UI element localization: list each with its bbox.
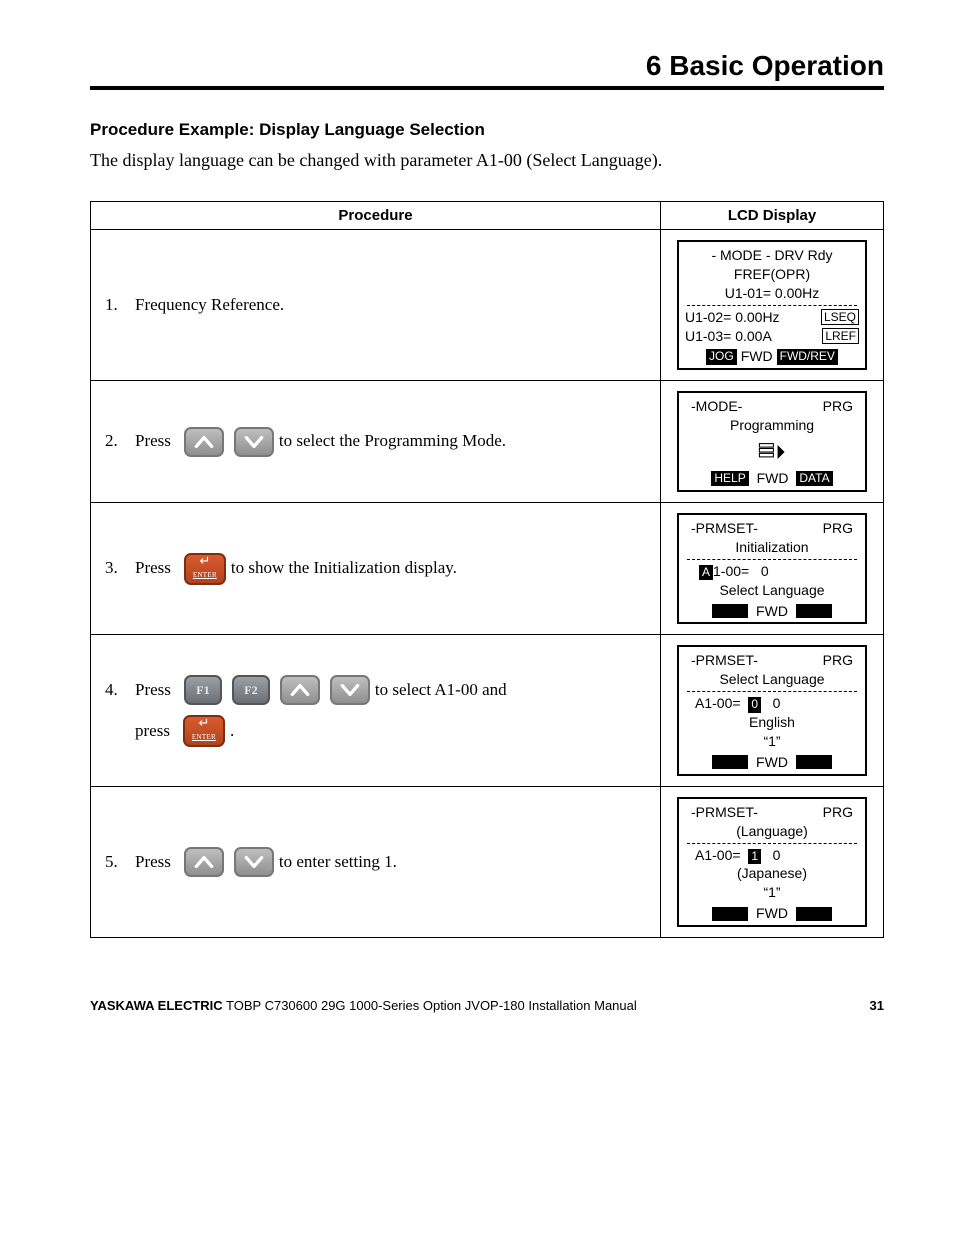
step-text: to show the Initialization display.: [231, 548, 457, 589]
enter-key-icon: ↵ENTER: [184, 553, 226, 585]
step-text: Press: [135, 670, 171, 711]
table-row: 3. Press ↵ENTERto show the Initialization …: [91, 503, 884, 635]
procedure-cell: 3. Press ↵ENTERto show the Initialization …: [91, 503, 661, 635]
col-header-lcd: LCD Display: [661, 202, 884, 230]
step-text: Press: [135, 842, 171, 883]
step-text: to select the Programming Mode.: [279, 421, 506, 462]
footer-doc: TOBP C730600 29G 1000-Series Option JVOP…: [223, 998, 637, 1013]
down-key-icon: [234, 427, 274, 457]
lcd-cell: - MODE - DRV RdyFREF(OPR)U1-01= 0.00HzU1…: [661, 230, 884, 381]
lcd-cell: -MODE-PRGProgrammingHELP FWD DATA: [661, 381, 884, 503]
lcd-cell: -PRMSET-PRGInitializationA1-00= 0Select …: [661, 503, 884, 635]
lcd-screen: -PRMSET-PRGInitializationA1-00= 0Select …: [677, 513, 867, 624]
lcd-screen: -PRMSET-PRG(Language)A1-00= 1 0(Japanese…: [677, 797, 867, 927]
col-header-procedure: Procedure: [91, 202, 661, 230]
table-row: 4. Press F1 F2 to select A1-00 and press ↵ENT…: [91, 635, 884, 786]
step-number: 4.: [105, 670, 125, 711]
page-footer: YASKAWA ELECTRIC TOBP C730600 29G 1000-S…: [90, 998, 884, 1013]
procedure-cell: 5. Press to enter setting 1.: [91, 786, 661, 937]
enter-key-icon: ↵ENTER: [183, 715, 225, 747]
step-text: .: [230, 711, 234, 752]
chapter-header: 6 Basic Operation: [90, 50, 884, 90]
step-text: Press: [135, 548, 171, 589]
step-text: to select A1-00 and: [375, 670, 507, 711]
table-row: 2. Press to select the Programming Mode. -M…: [91, 381, 884, 503]
step-number: 5.: [105, 842, 125, 883]
step-text: to enter setting 1.: [279, 842, 397, 883]
up-key-icon: [184, 427, 224, 457]
step-number: 1.: [105, 285, 125, 326]
f2-key-icon: F2: [232, 675, 270, 705]
step-text: press: [135, 711, 170, 752]
lcd-cell: -PRMSET-PRG(Language)A1-00= 1 0(Japanese…: [661, 786, 884, 937]
procedure-cell: 2. Press to select the Programming Mode.: [91, 381, 661, 503]
up-key-icon: [280, 675, 320, 705]
step-text: Frequency Reference.: [135, 285, 284, 326]
up-key-icon: [184, 847, 224, 877]
footer-brand: YASKAWA ELECTRIC: [90, 998, 223, 1013]
step-number: 2.: [105, 421, 125, 462]
table-row: 1.Frequency Reference.- MODE - DRV RdyFR…: [91, 230, 884, 381]
footer-page-number: 31: [870, 998, 884, 1013]
table-row: 5. Press to enter setting 1. -PRMSET-PRG(La…: [91, 786, 884, 937]
section-body: The display language can be changed with…: [90, 150, 884, 171]
procedure-cell: 1.Frequency Reference.: [91, 230, 661, 381]
down-key-icon: [234, 847, 274, 877]
procedure-table: Procedure LCD Display 1.Frequency Refere…: [90, 201, 884, 938]
down-key-icon: [330, 675, 370, 705]
lcd-screen: -MODE-PRGProgrammingHELP FWD DATA: [677, 391, 867, 492]
procedure-cell: 4. Press F1 F2 to select A1-00 and press ↵ENT…: [91, 635, 661, 786]
lcd-cell: -PRMSET-PRGSelect LanguageA1-00= 0 0Engl…: [661, 635, 884, 786]
lcd-screen: - MODE - DRV RdyFREF(OPR)U1-01= 0.00HzU1…: [677, 240, 867, 370]
step-text: Press: [135, 421, 171, 462]
step-number: 3.: [105, 548, 125, 589]
f1-key-icon: F1: [184, 675, 222, 705]
lcd-screen: -PRMSET-PRGSelect LanguageA1-00= 0 0Engl…: [677, 645, 867, 775]
section-title: Procedure Example: Display Language Sele…: [90, 120, 884, 140]
